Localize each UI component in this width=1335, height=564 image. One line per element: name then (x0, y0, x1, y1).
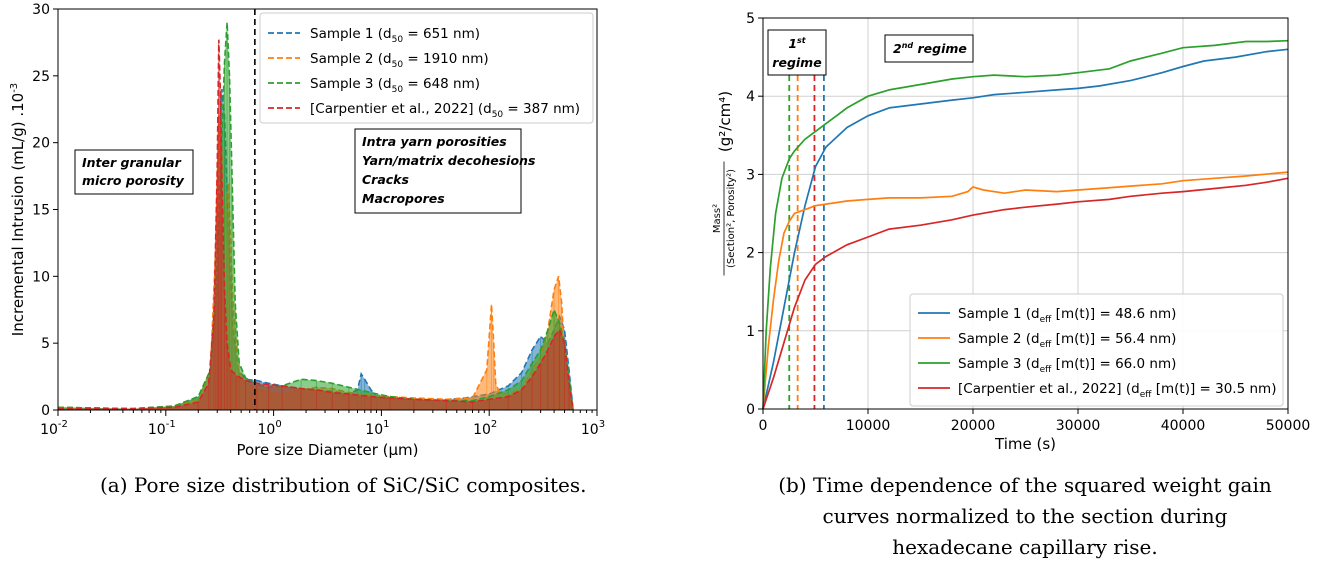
series-line-b-1 (762, 48, 1289, 410)
caption-b-line-2: curves normalized to the section during (822, 504, 1228, 528)
y-tick-label-b: 3 (746, 167, 755, 183)
chart-b: 0 1 2 3 4 5 0 10000 20000 30000 40000 50000 Time (s)… (712, 11, 1311, 453)
annotation-box-1 (74, 149, 194, 195)
x-tick-label: 100 (257, 419, 281, 438)
annotation-1-line: micro porosity (82, 173, 185, 188)
annotation-b2-line: 2nd regime (893, 41, 967, 56)
x-tick-label-b: 50000 (1266, 418, 1311, 434)
legend-label-b-3: Sample 3 (deff [m(t)] = 66.0 nm) (958, 356, 1176, 375)
y-axis-label: Incremental Intrusion (mL/g) .10-3 (9, 83, 27, 336)
legend-box (259, 12, 594, 124)
series-line-b-3 (762, 39, 1289, 410)
caption-b-line-3: hexadecane capillary rise. (892, 535, 1158, 559)
y-tick-label: 0 (41, 403, 50, 419)
y-label-denominator: (Section², Porosity²) (726, 169, 737, 268)
y-tick-label-b: 0 (746, 402, 755, 418)
series-line-b-4 (762, 177, 1289, 410)
x-tick-label: 10-2 (40, 419, 68, 438)
x-tick-label: 103 (581, 419, 605, 438)
legend-label-1: Sample 1 (d50 = 651 nm) (310, 26, 480, 45)
legend-label-2: Sample 2 (d50 = 1910 nm) (310, 51, 489, 70)
x-tick-label: 10-1 (148, 419, 176, 438)
x-tick-label: 102 (473, 419, 497, 438)
x-tick-label-b: 20000 (951, 418, 996, 434)
chart-a: 0 5 10 15 20 25 30 10-2 10-1 100 101 102 103 Pore siz… (9, 2, 605, 459)
y-label-numerator: Mass² (712, 204, 723, 233)
annotation-1-line: Inter granular (82, 155, 182, 170)
annotation-2-line: Cracks (362, 172, 409, 187)
annotation-b1-line: 1st (788, 36, 806, 51)
annotation-box-b1 (767, 29, 827, 76)
y-label-unit: (g²/cm⁴) (716, 91, 734, 152)
legend-label-b-1: Sample 1 (deff [m(t)] = 48.6 nm) (958, 306, 1176, 325)
y-tick-label-b: 1 (746, 324, 755, 340)
caption-b-line-1: (b) Time dependence of the squared weigh… (778, 473, 1272, 497)
annotation-2-line: Intra yarn porosities (362, 134, 507, 149)
y-tick-label: 15 (32, 203, 50, 219)
x-axis-label: Pore size Diameter (µm) (236, 441, 418, 459)
y-tick-label-b: 5 (746, 11, 755, 27)
annotation-2-line: Macropores (362, 191, 445, 206)
x-tick-label-b: 40000 (1161, 418, 1206, 434)
y-tick-label: 30 (32, 2, 50, 18)
series-line-4 (58, 39, 574, 411)
y-tick-label-b: 2 (746, 246, 755, 262)
legend-label-4: [Carpentier et al., 2022] (d50 = 387 nm) (310, 101, 580, 120)
annotation-b1-line: regime (772, 55, 821, 70)
y-tick-label: 10 (32, 269, 50, 285)
y-tick-label: 25 (32, 69, 50, 85)
caption-b: (b) Time dependence of the squared weigh… (715, 470, 1335, 563)
legend-label-b-2: Sample 2 (deff [m(t)] = 56.4 nm) (958, 331, 1176, 350)
annotation-2-line: Yarn/matrix decohesions (362, 153, 535, 168)
plot-frame-b (762, 17, 1289, 410)
caption-a: (a) Pore size distribution of SiC/SiC co… (100, 473, 587, 497)
series-line-b-2 (762, 171, 1289, 410)
annotation-box-2 (354, 128, 522, 214)
y-axis-label-b: Mass² (Section², Porosity²) (g²/cm⁴) (712, 91, 737, 276)
x-tick-label-b: 0 (759, 418, 768, 434)
x-tick-label: 101 (365, 419, 389, 438)
x-tick-label-b: 30000 (1056, 418, 1101, 434)
x-axis-label-b: Time (s) (994, 435, 1056, 453)
y-tick-label: 20 (32, 136, 50, 152)
y-tick-label-b: 4 (746, 89, 755, 105)
legend-label-b-4: [Carpentier et al., 2022] (deff [m(t)] =… (958, 381, 1276, 400)
annotation-box-b2 (884, 34, 974, 63)
legend-box-b (909, 293, 1284, 407)
y-tick-label: 5 (41, 336, 50, 352)
legend-label-3: Sample 3 (d50 = 648 nm) (310, 76, 480, 95)
x-tick-label-b: 10000 (846, 418, 891, 434)
